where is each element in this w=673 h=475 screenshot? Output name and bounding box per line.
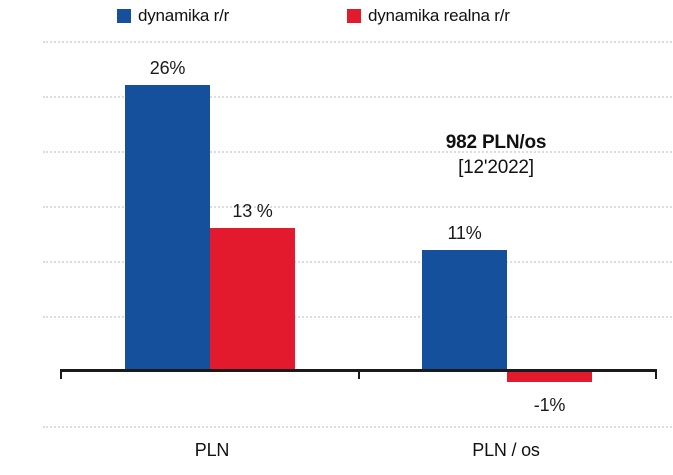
x-axis-tick-right [655,372,657,379]
gridline--5pct [43,426,672,428]
value-label-series1-group1: -1% [533,395,566,415]
bar-pln-series1 [210,228,295,371]
annotation: 982 PLN/os [12'2022] [445,130,547,180]
gridline-5pct [43,316,672,318]
bar-plnos-series1 [507,371,592,382]
legend-swatch-red-icon [347,9,361,23]
value-label-series0-group1: 11% [447,223,482,243]
value-label-series1-group0: 13 % [232,201,273,221]
legend-item-dynamika-realna-rr: dynamika realna r/r [347,6,510,26]
category-label-pln-os: PLN / os [472,440,540,460]
value-label-series0-group0: 26% [149,58,186,78]
x-axis-tick-left [60,372,62,379]
gridline-20pct [43,151,672,153]
gridline-30pct [43,41,672,43]
gridline-10pct [43,261,672,263]
legend-label-dynamika-rr: dynamika r/r [138,6,230,25]
annotation-value: 982 PLN/os [445,132,547,153]
x-axis-line [60,369,657,372]
legend-label-dynamika-realna-rr: dynamika realna r/r [368,6,510,25]
gridline-25pct [43,96,672,98]
bar-plnos-series0 [422,250,507,371]
legend-item-dynamika-rr: dynamika r/r [117,6,229,26]
legend-swatch-blue-icon [117,9,131,23]
gridline-15pct [43,206,672,208]
x-axis-tick-middle [358,372,360,379]
bar-pln-series0 [125,85,210,371]
legend: dynamika r/r dynamika realna r/r [0,0,673,30]
category-label-pln: PLN [194,440,230,460]
annotation-date: [12'2022] [458,157,534,178]
